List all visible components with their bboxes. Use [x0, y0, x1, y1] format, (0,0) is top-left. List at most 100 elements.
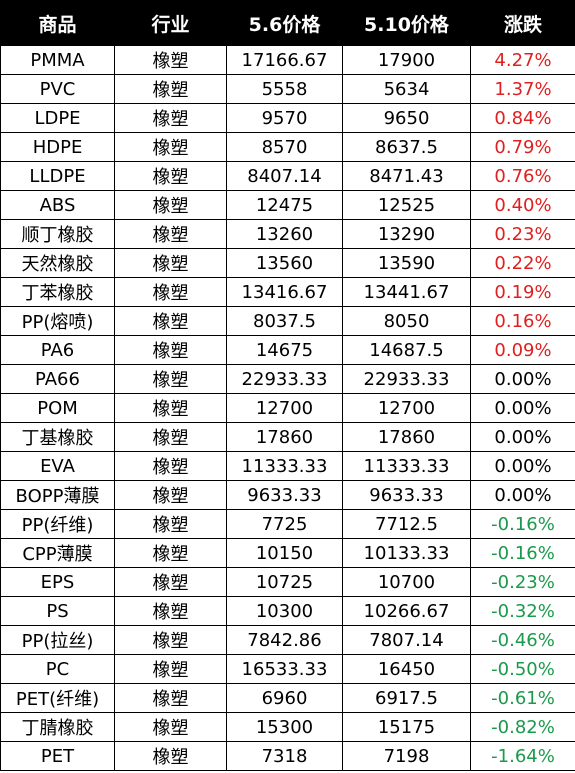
- cell-change: -0.46%: [470, 625, 575, 655]
- cell-price-5-10: 22933.33: [342, 364, 471, 394]
- cell-price-5-6: 11333.33: [226, 451, 343, 481]
- cell-price-5-6: 8407.14: [226, 161, 343, 191]
- cell-change: 0.00%: [470, 480, 575, 510]
- cell-product: PS: [0, 596, 115, 626]
- cell-product: PET(纤维): [0, 683, 115, 713]
- cell-industry: 橡塑: [114, 364, 227, 394]
- table-row: CPP薄膜 橡塑 10150 10133.33 -0.16%: [0, 538, 575, 568]
- cell-industry: 橡塑: [114, 132, 227, 162]
- table-row: PMMA 橡塑 17166.67 17900 4.27%: [0, 45, 575, 75]
- cell-price-5-6: 13560: [226, 248, 343, 278]
- cell-change: 0.76%: [470, 161, 575, 191]
- cell-price-5-10: 12525: [342, 190, 471, 220]
- cell-price-5-10: 17860: [342, 422, 471, 452]
- cell-price-5-6: 10725: [226, 567, 343, 597]
- cell-price-5-10: 7712.5: [342, 509, 471, 539]
- cell-price-5-10: 14687.5: [342, 335, 471, 365]
- cell-price-5-6: 10150: [226, 538, 343, 568]
- cell-product: PMMA: [0, 45, 115, 75]
- cell-industry: 橡塑: [114, 654, 227, 684]
- cell-industry: 橡塑: [114, 741, 227, 771]
- table-row: PS 橡塑 10300 10266.67 -0.32%: [0, 596, 575, 626]
- cell-change: -0.61%: [470, 683, 575, 713]
- cell-price-5-6: 6960: [226, 683, 343, 713]
- cell-product: HDPE: [0, 132, 115, 162]
- table-row: PA66 橡塑 22933.33 22933.33 0.00%: [0, 364, 575, 394]
- cell-change: -0.82%: [470, 712, 575, 742]
- header-change: 涨跌: [470, 0, 575, 46]
- cell-product: PP(熔喷): [0, 306, 115, 336]
- cell-price-5-10: 12700: [342, 393, 471, 423]
- cell-product: 丁腈橡胶: [0, 712, 115, 742]
- cell-industry: 橡塑: [114, 190, 227, 220]
- cell-product: PET: [0, 741, 115, 771]
- cell-price-5-10: 17900: [342, 45, 471, 75]
- cell-price-5-6: 7842.86: [226, 625, 343, 655]
- cell-product: PVC: [0, 74, 115, 104]
- cell-price-5-10: 5634: [342, 74, 471, 104]
- cell-price-5-6: 17860: [226, 422, 343, 452]
- table-row: EVA 橡塑 11333.33 11333.33 0.00%: [0, 451, 575, 481]
- table-header: 商品 行业 5.6价格 5.10价格 涨跌: [0, 0, 575, 46]
- table-row: 丁腈橡胶 橡塑 15300 15175 -0.82%: [0, 712, 575, 742]
- cell-price-5-10: 13441.67: [342, 277, 471, 307]
- cell-price-5-6: 8570: [226, 132, 343, 162]
- table-row: 丁苯橡胶 橡塑 13416.67 13441.67 0.19%: [0, 277, 575, 307]
- cell-product: PA6: [0, 335, 115, 365]
- table-row: PP(熔喷) 橡塑 8037.5 8050 0.16%: [0, 306, 575, 336]
- cell-industry: 橡塑: [114, 74, 227, 104]
- table-row: EPS 橡塑 10725 10700 -0.23%: [0, 567, 575, 597]
- cell-price-5-10: 13290: [342, 219, 471, 249]
- cell-price-5-10: 8471.43: [342, 161, 471, 191]
- table-row: BOPP薄膜 橡塑 9633.33 9633.33 0.00%: [0, 480, 575, 510]
- cell-industry: 橡塑: [114, 45, 227, 75]
- cell-industry: 橡塑: [114, 480, 227, 510]
- cell-industry: 橡塑: [114, 103, 227, 133]
- cell-change: 0.00%: [470, 451, 575, 481]
- table-row: PA6 橡塑 14675 14687.5 0.09%: [0, 335, 575, 365]
- cell-price-5-6: 17166.67: [226, 45, 343, 75]
- cell-industry: 橡塑: [114, 248, 227, 278]
- table-row: LLDPE 橡塑 8407.14 8471.43 0.76%: [0, 161, 575, 191]
- cell-change: 0.09%: [470, 335, 575, 365]
- cell-industry: 橡塑: [114, 509, 227, 539]
- cell-price-5-6: 7725: [226, 509, 343, 539]
- cell-price-5-6: 9633.33: [226, 480, 343, 510]
- table-row: PET(纤维) 橡塑 6960 6917.5 -0.61%: [0, 683, 575, 713]
- table-row: 顺丁橡胶 橡塑 13260 13290 0.23%: [0, 219, 575, 249]
- cell-product: 丁基橡胶: [0, 422, 115, 452]
- cell-change: -0.50%: [470, 654, 575, 684]
- cell-price-5-6: 22933.33: [226, 364, 343, 394]
- table-row: LDPE 橡塑 9570 9650 0.84%: [0, 103, 575, 133]
- cell-industry: 橡塑: [114, 538, 227, 568]
- cell-change: -0.32%: [470, 596, 575, 626]
- table-body: PMMA 橡塑 17166.67 17900 4.27% PVC 橡塑 5558 5634 1.3…: [0, 45, 575, 771]
- cell-industry: 橡塑: [114, 422, 227, 452]
- cell-product: LLDPE: [0, 161, 115, 191]
- cell-change: -0.16%: [470, 509, 575, 539]
- cell-product: PP(纤维): [0, 509, 115, 539]
- cell-price-5-10: 6917.5: [342, 683, 471, 713]
- cell-price-5-6: 14675: [226, 335, 343, 365]
- cell-industry: 橡塑: [114, 683, 227, 713]
- cell-industry: 橡塑: [114, 567, 227, 597]
- cell-product: 丁苯橡胶: [0, 277, 115, 307]
- cell-product: CPP薄膜: [0, 538, 115, 568]
- cell-price-5-6: 13416.67: [226, 277, 343, 307]
- cell-change: -0.16%: [470, 538, 575, 568]
- cell-change: 0.00%: [470, 364, 575, 394]
- header-product: 商品: [0, 0, 115, 46]
- cell-industry: 橡塑: [114, 451, 227, 481]
- table-row: PVC 橡塑 5558 5634 1.37%: [0, 74, 575, 104]
- table-row: HDPE 橡塑 8570 8637.5 0.79%: [0, 132, 575, 162]
- table-row: ABS 橡塑 12475 12525 0.40%: [0, 190, 575, 220]
- cell-change: 0.79%: [470, 132, 575, 162]
- cell-product: EVA: [0, 451, 115, 481]
- cell-industry: 橡塑: [114, 625, 227, 655]
- cell-change: -1.64%: [470, 741, 575, 771]
- cell-price-5-6: 7318: [226, 741, 343, 771]
- cell-price-5-6: 12475: [226, 190, 343, 220]
- cell-industry: 橡塑: [114, 277, 227, 307]
- table-row: PC 橡塑 16533.33 16450 -0.50%: [0, 654, 575, 684]
- cell-change: 0.23%: [470, 219, 575, 249]
